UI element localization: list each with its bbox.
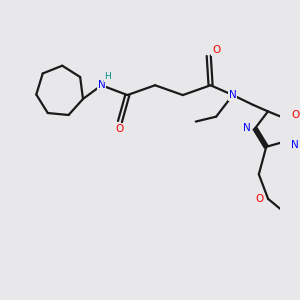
Text: H: H [105, 72, 111, 81]
Text: O: O [212, 45, 220, 55]
Text: N: N [98, 80, 105, 90]
Text: O: O [116, 124, 124, 134]
Text: N: N [291, 140, 298, 150]
Text: N: N [243, 123, 250, 134]
Text: N: N [229, 90, 237, 100]
Text: O: O [256, 194, 264, 204]
Text: O: O [292, 110, 300, 120]
